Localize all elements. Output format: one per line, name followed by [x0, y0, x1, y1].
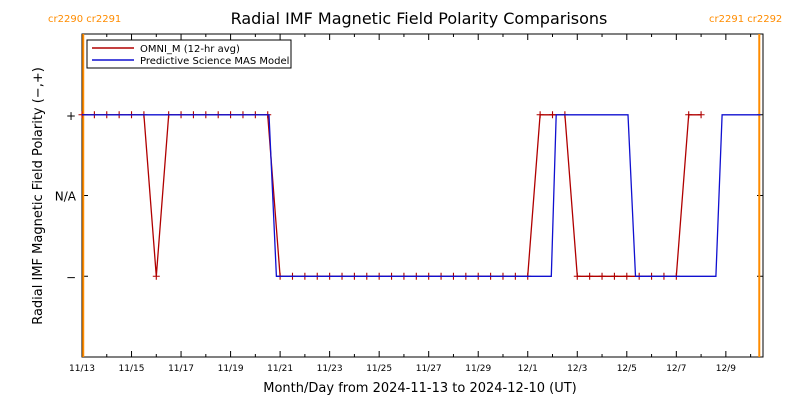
x-axis-label: Month/Day from 2024-11-13 to 2024-12-10 … [263, 381, 576, 396]
y-tick-label: + [66, 109, 76, 123]
x-tick-label: 11/21 [267, 364, 293, 374]
x-tick-label: 11/19 [218, 364, 244, 374]
chart-title: Radial IMF Magnetic Field Polarity Compa… [231, 9, 608, 28]
omni-data-point [685, 111, 693, 119]
x-tick-label: 11/23 [317, 364, 343, 374]
legend-box [86, 39, 292, 69]
omni-data-point [573, 272, 581, 280]
omni-series-line [82, 114, 702, 277]
x-tick-label: 12/9 [716, 364, 736, 374]
x-tick-label: 11/13 [69, 364, 95, 374]
x-tick-label: 12/5 [617, 364, 637, 374]
x-tick-label: 11/25 [366, 364, 392, 374]
y-tick-label: − [66, 270, 76, 284]
x-tick-label: 11/29 [465, 364, 491, 374]
x-tick-label: 12/3 [567, 364, 587, 374]
omni-data-point [623, 272, 631, 280]
carrington-boundaries [82, 34, 761, 357]
legend: OMNI_M (12-hr avg) Predictive Science MA… [86, 39, 292, 69]
omni-data-point [586, 272, 594, 280]
x-axis-ticks: 11/13 11/15 11/17 11/19 11/21 11/23 11/25 11/27… [69, 34, 752, 374]
y-axis-ticks: + N/A − [55, 33, 763, 358]
x-tick-label: 12/1 [518, 364, 538, 374]
legend-label-model: Predictive Science MAS Model [140, 56, 289, 67]
omni-data-point [610, 272, 618, 280]
carrington-label-left: cr2290 cr2291 [48, 14, 121, 25]
omni-data-point [598, 272, 606, 280]
omni-data-point [549, 111, 557, 119]
carrington-label-right: cr2291 cr2292 [709, 14, 782, 25]
series-group [78, 111, 761, 280]
x-tick-label: 12/7 [666, 364, 686, 374]
x-tick-label: 11/15 [119, 364, 145, 374]
y-tick-label: N/A [55, 190, 77, 204]
x-tick-label: 11/17 [168, 364, 194, 374]
x-tick-label: 11/27 [416, 364, 442, 374]
omni-data-point [697, 111, 705, 119]
omni-data-point [536, 111, 544, 119]
y-axis-label: Radial IMF Magnetic Field Polarity (−,+) [31, 67, 46, 325]
plot-frame [81, 33, 764, 358]
legend-label-omni: OMNI_M (12-hr avg) [140, 44, 240, 55]
omni-data-point [152, 272, 160, 280]
model-series-line [82, 114, 761, 277]
